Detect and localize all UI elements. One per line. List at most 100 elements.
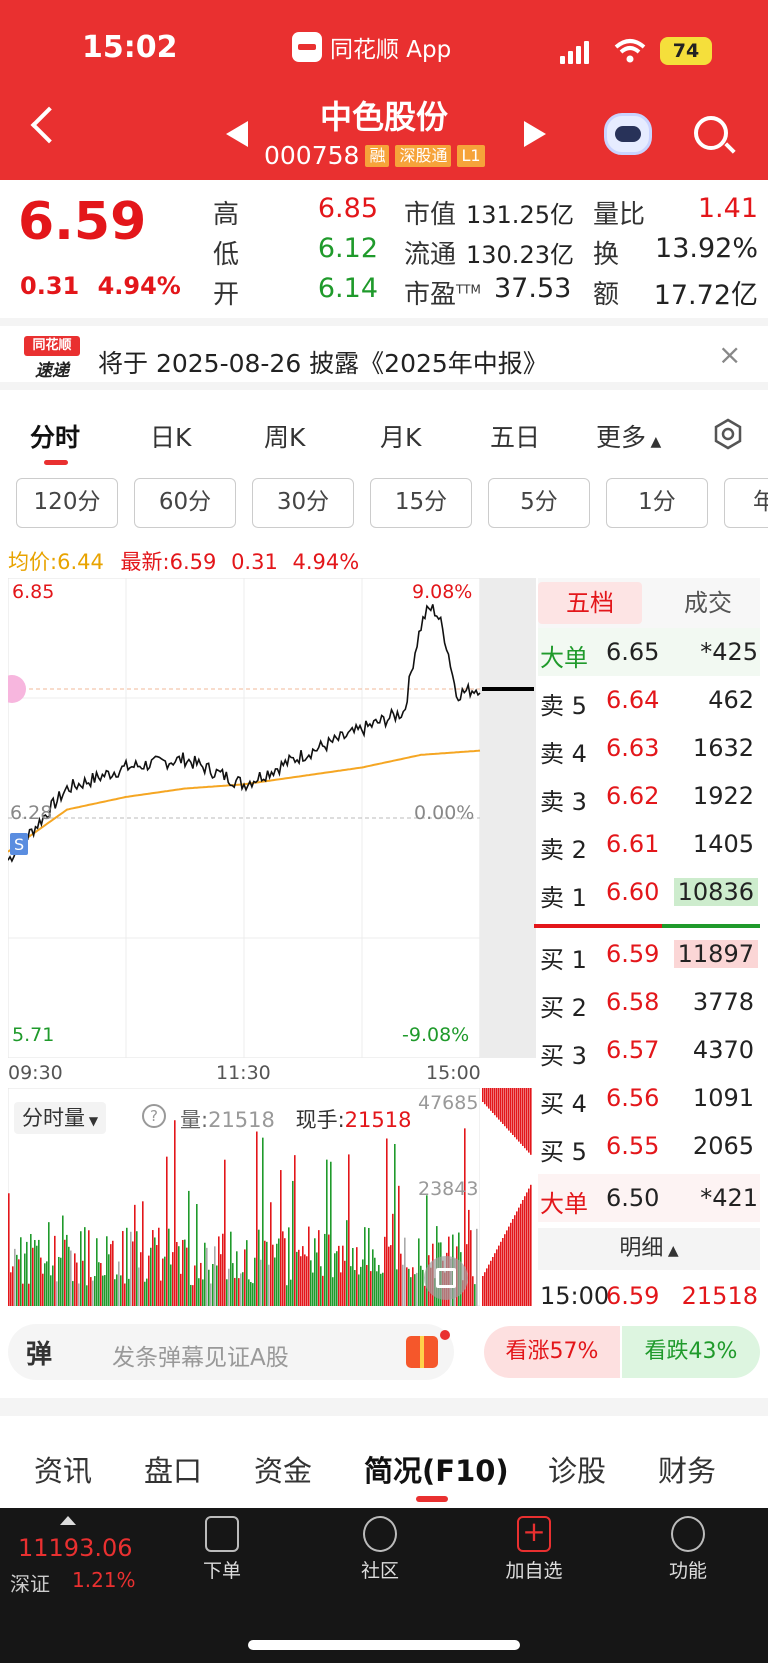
close-icon[interactable]: × [718, 338, 742, 371]
side-volume-bar [490, 1088, 492, 1111]
volume-bar [156, 1245, 158, 1306]
volume-bar [210, 1283, 212, 1306]
side-volume-bar [520, 1203, 522, 1306]
volume-bar [342, 1245, 344, 1306]
turnover-label: 换 [593, 240, 620, 270]
bearish-button[interactable]: 看跌43% [622, 1326, 760, 1378]
volume-bar [400, 1253, 402, 1306]
danmaku-icon: 弹 [26, 1340, 53, 1370]
volume-bar [162, 1258, 164, 1306]
tab-daily-k[interactable]: 日K [150, 423, 192, 452]
tab-trades[interactable]: 成交 [684, 589, 732, 617]
volume-bar [174, 1120, 176, 1306]
prev-stock-arrow-icon[interactable] [226, 121, 248, 147]
tab-monthly-k[interactable]: 月K [380, 423, 422, 452]
side-volume-bar [502, 1238, 504, 1306]
tab-handicap[interactable]: 盘口 [144, 1454, 203, 1488]
volratio-value: 1.41 [697, 193, 758, 224]
tab-five-levels[interactable]: 五档 [538, 582, 642, 624]
tab-intraday[interactable]: 分时 [30, 423, 81, 452]
side-volume-bar [488, 1088, 490, 1109]
volume-bar [364, 1227, 366, 1306]
fullscreen-icon[interactable] [424, 1256, 468, 1300]
ask-price: 6.63 [606, 734, 660, 762]
volume-bar [308, 1226, 310, 1306]
bid-price: 6.59 [606, 940, 660, 968]
side-volume-bar [530, 1184, 532, 1306]
period-120m[interactable]: 120分 [16, 478, 118, 528]
volume-bar [474, 1284, 476, 1306]
search-icon[interactable] [694, 116, 728, 150]
volume-bar [394, 1143, 396, 1306]
nav-add-watchlist[interactable]: + 加自选 [505, 1515, 563, 1582]
side-volume-bar [516, 1088, 518, 1140]
period-30m[interactable]: 30分 [252, 478, 354, 528]
volume-bar [128, 1278, 130, 1306]
gift-icon[interactable] [406, 1336, 438, 1368]
settings-hex-icon[interactable] [712, 418, 744, 450]
status-time: 15:02 [82, 30, 178, 65]
period-1m[interactable]: 1分 [606, 478, 708, 528]
danmaku-input[interactable]: 弹 发条弹幕见证A股 [8, 1324, 454, 1380]
volume-bar [286, 1285, 288, 1306]
period-5m[interactable]: 5分 [488, 478, 590, 528]
tab-news[interactable]: 资讯 [34, 1454, 93, 1488]
status-app-title: 同花顺 App [292, 30, 451, 64]
volume-bar [144, 1281, 146, 1306]
volume-bar [58, 1256, 60, 1306]
tab-f10[interactable]: 简况(F10) [364, 1454, 509, 1488]
volume-bar [276, 1243, 278, 1306]
tab-five-day[interactable]: 五日 [490, 423, 541, 452]
volume-max: 47685 [418, 1092, 479, 1114]
bid-volume: 1091 [692, 1084, 754, 1112]
tab-weekly-k[interactable]: 周K [264, 423, 306, 452]
intraday-price-chart[interactable]: S [8, 578, 536, 1058]
volume-bar [330, 1161, 332, 1306]
side-volume-bar [516, 1211, 518, 1306]
volume-bar [476, 1228, 478, 1306]
earnings-notice-banner[interactable]: 同花顺 速递 将于 2025-08-26 披露《2025年中报》 × [0, 318, 768, 390]
detail-toggle[interactable]: 明细 ▲ [538, 1228, 760, 1270]
tab-more[interactable]: 更多 ▲ [596, 423, 662, 452]
volume-bar [146, 1278, 148, 1306]
volume-bar [190, 1284, 192, 1306]
last-price: 6.59 [18, 192, 147, 252]
volume-bar [108, 1254, 110, 1306]
side-volume-bar [528, 1088, 530, 1153]
period-60m[interactable]: 60分 [134, 478, 236, 528]
help-icon[interactable]: ? [142, 1104, 166, 1128]
orderbook-tabs: 五档 成交 [538, 578, 760, 628]
nav-functions[interactable]: 功能 [648, 1516, 728, 1583]
tab-diagnosis[interactable]: 诊股 [548, 1454, 607, 1488]
tab-funds[interactable]: 资金 [254, 1454, 313, 1488]
index-value[interactable]: 11193.06 [18, 1534, 133, 1562]
volume-bar [60, 1257, 62, 1306]
volume-bar [390, 1245, 392, 1306]
volume-bar [246, 1240, 248, 1306]
period-year[interactable]: 年 [724, 478, 768, 528]
tab-finance[interactable]: 财务 [658, 1454, 717, 1488]
volume-bar [252, 1283, 254, 1306]
volume-selector[interactable]: 分时量 ▼ [14, 1102, 107, 1134]
nav-community[interactable]: 社区 [340, 1516, 420, 1583]
volume-bar [374, 1257, 376, 1306]
volume-bar [292, 1180, 294, 1306]
nav-order[interactable]: 下单 [182, 1516, 262, 1583]
volume-bar [360, 1266, 362, 1306]
volume-bar [344, 1260, 346, 1306]
volume-bar [204, 1242, 206, 1306]
period-15m[interactable]: 15分 [370, 478, 472, 528]
volume-bar [76, 1262, 78, 1306]
robot-assistant-icon[interactable] [604, 113, 652, 155]
volume-bar [16, 1254, 18, 1306]
side-volume-bar [508, 1088, 510, 1131]
volume-bar [42, 1273, 44, 1306]
ask-volume: 10836 [673, 878, 758, 906]
next-stock-arrow-icon[interactable] [524, 121, 546, 147]
ask-volume: 1405 [692, 830, 754, 858]
bullish-button[interactable]: 看涨57% [484, 1326, 620, 1378]
bid-ask-divider-red [534, 924, 662, 928]
wifi-icon [614, 39, 646, 63]
volume-bar [256, 1131, 258, 1306]
